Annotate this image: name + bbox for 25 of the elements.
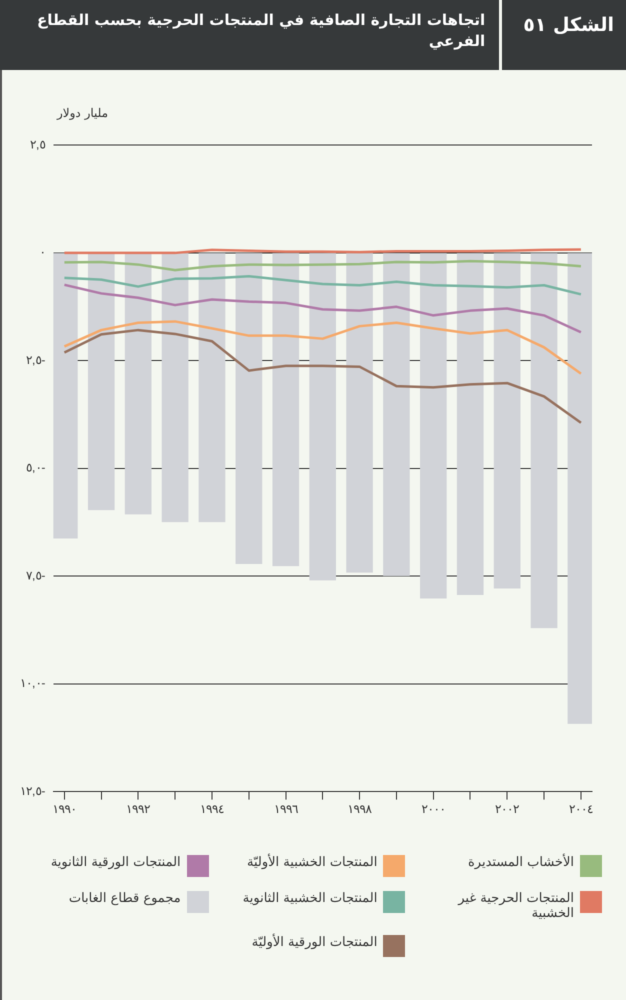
y-tick-label: ٢,٥ bbox=[30, 138, 46, 152]
legend-label: المنتجات الورقية الأوليّة bbox=[252, 935, 378, 950]
chart-title: اتجاهات التجارة الصافية في المنتجات الحرجية بحسب القطاع الفرعي bbox=[36, 10, 486, 52]
legend-label: المنتجات الورقية الثانوية bbox=[50, 855, 181, 870]
x-tick-label: ٢٠٠٠ bbox=[421, 802, 446, 816]
text: الشكل ٥١ bbox=[499, 0, 626, 70]
y-axis-title: مليار دولار bbox=[57, 106, 108, 120]
legend-label: المنتجات الحرجية غير الخشبية bbox=[456, 891, 574, 921]
y-tick-label: ٢,٥- bbox=[26, 352, 46, 367]
y-tick-label: ١٠,٠- bbox=[20, 676, 46, 690]
legend-label: المنتجات الخشبية الثانوية bbox=[242, 891, 378, 906]
y-tick-label: ٧,٥- bbox=[26, 568, 46, 582]
y-tick-label: ٠ bbox=[39, 245, 46, 260]
x-tick-label: ٢٠٠٢ bbox=[495, 802, 520, 816]
y-tick-label: ١٢,٥- bbox=[20, 784, 46, 798]
legend-label: الأخشاب المستديرة bbox=[468, 855, 574, 870]
x-tick-label: ١٩٩٤ bbox=[200, 802, 224, 816]
legend-label: مجموع قطاع الغابات bbox=[68, 891, 181, 906]
x-tick-label: ١٩٩٦ bbox=[274, 802, 298, 816]
legend-label: المنتجات الخشبية الأوليّة bbox=[247, 855, 378, 870]
x-tick-label: ١٩٩٢ bbox=[126, 802, 150, 816]
x-tick-label: ١٩٩٨ bbox=[348, 802, 373, 816]
x-tick-label: ٢٠٠٤ bbox=[568, 802, 593, 816]
y-tick-label: ٥,٠- bbox=[26, 460, 46, 475]
x-tick-label: ١٩٩٠ bbox=[52, 802, 76, 816]
